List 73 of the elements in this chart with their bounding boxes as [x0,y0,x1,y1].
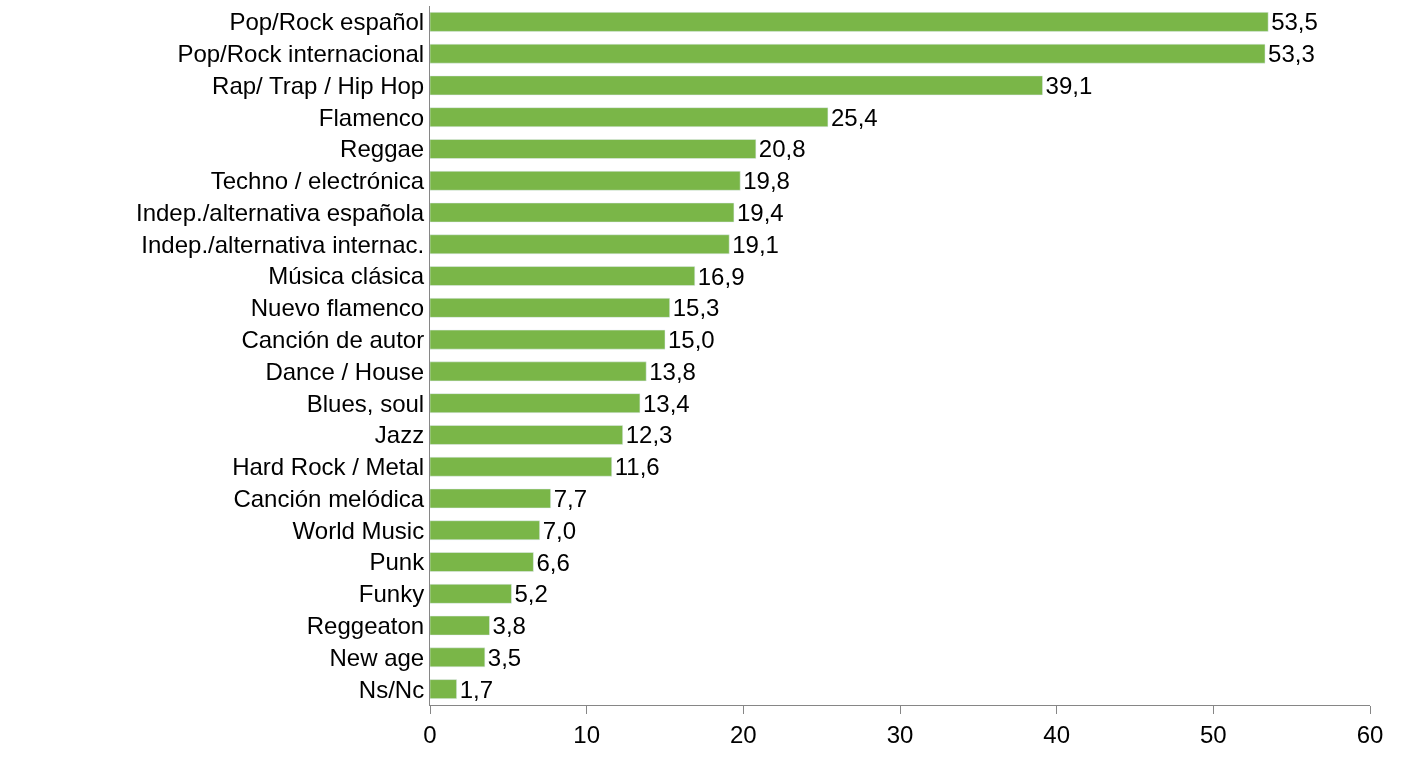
data-label: 13,4 [642,389,690,417]
y-tick-label: Punk [369,548,426,576]
bar [430,43,1266,64]
bar [430,647,486,668]
data-label: 5,2 [514,580,548,608]
bar [430,552,534,572]
y-tick-label: Flamenco [318,103,425,131]
bar [430,298,670,318]
bar [430,393,641,413]
bar [430,329,666,350]
data-label: 7,0 [542,516,577,544]
data-label: 19,1 [732,230,779,258]
y-tick-label: Rap/ Trap / Hip Hop [212,71,425,99]
y-tick-label: Hard Rock / Metal [232,453,425,481]
bar [430,679,457,699]
y-tick-label: Canción melódica [233,484,425,512]
data-label: 20,8 [758,135,806,163]
data-label: 16,9 [697,262,745,290]
y-tick-label: Música clásica [268,262,425,290]
data-label: 15,0 [668,326,715,354]
data-label: 19,4 [736,199,784,227]
bar [430,456,612,477]
bar [430,584,512,604]
bar [430,266,696,286]
x-tick-label: 40 [1043,720,1071,748]
y-tick-label: Reggae [340,135,425,163]
y-tick-label: World Music [292,516,425,544]
bar [430,520,540,541]
x-tick-label: 50 [1199,720,1227,748]
y-tick-label: Dance / House [265,357,425,385]
y-tick-label: Canción de autor [241,326,425,354]
data-label: 12,3 [625,421,673,449]
data-label: 19,8 [743,167,790,195]
bar [430,139,757,159]
bar [430,202,735,223]
bar [430,488,551,509]
bar [430,107,829,127]
bar [430,170,741,191]
bar [430,234,730,255]
y-tick-label: New age [329,643,425,671]
y-tick-label: Nuevo flamenco [250,294,425,322]
bar [430,75,1043,96]
data-label: 53,5 [1271,8,1318,36]
data-label: 1,7 [459,675,494,703]
data-label: 6,6 [536,548,570,576]
y-tick-label: Ns/Nc [358,675,425,703]
data-label: 7,7 [553,484,588,512]
y-tick-label: Funky [358,580,425,608]
y-tick-label: Reggeaton [306,611,425,639]
bar [430,12,1269,32]
bar [430,361,647,382]
x-tick-label: 0 [423,720,437,748]
y-tick-label: Indep./alternativa española [135,198,425,226]
data-label: 13,8 [649,357,696,385]
data-label: 3,5 [487,643,522,671]
data-label: 25,4 [830,103,878,131]
y-tick-label: Jazz [374,421,425,449]
y-tick-label: Indep./alternativa internac. [141,230,425,258]
data-label: 39,1 [1045,71,1093,99]
data-label: 11,6 [614,453,660,481]
y-tick-label: Techno / electrónica [210,167,425,195]
x-tick-label: 30 [886,720,914,748]
bar [430,615,490,636]
data-label: 53,3 [1268,40,1315,68]
y-tick-label: Blues, soul [306,389,425,417]
data-label: 3,8 [492,612,526,640]
y-tick-label: Pop/Rock español [229,8,425,36]
x-tick-label: 20 [729,720,757,748]
x-tick-label: 60 [1356,720,1384,748]
data-label: 15,3 [672,294,720,322]
x-tick-label: 10 [573,720,601,748]
bar [430,425,623,445]
y-tick-label: Pop/Rock internacional [177,40,425,68]
